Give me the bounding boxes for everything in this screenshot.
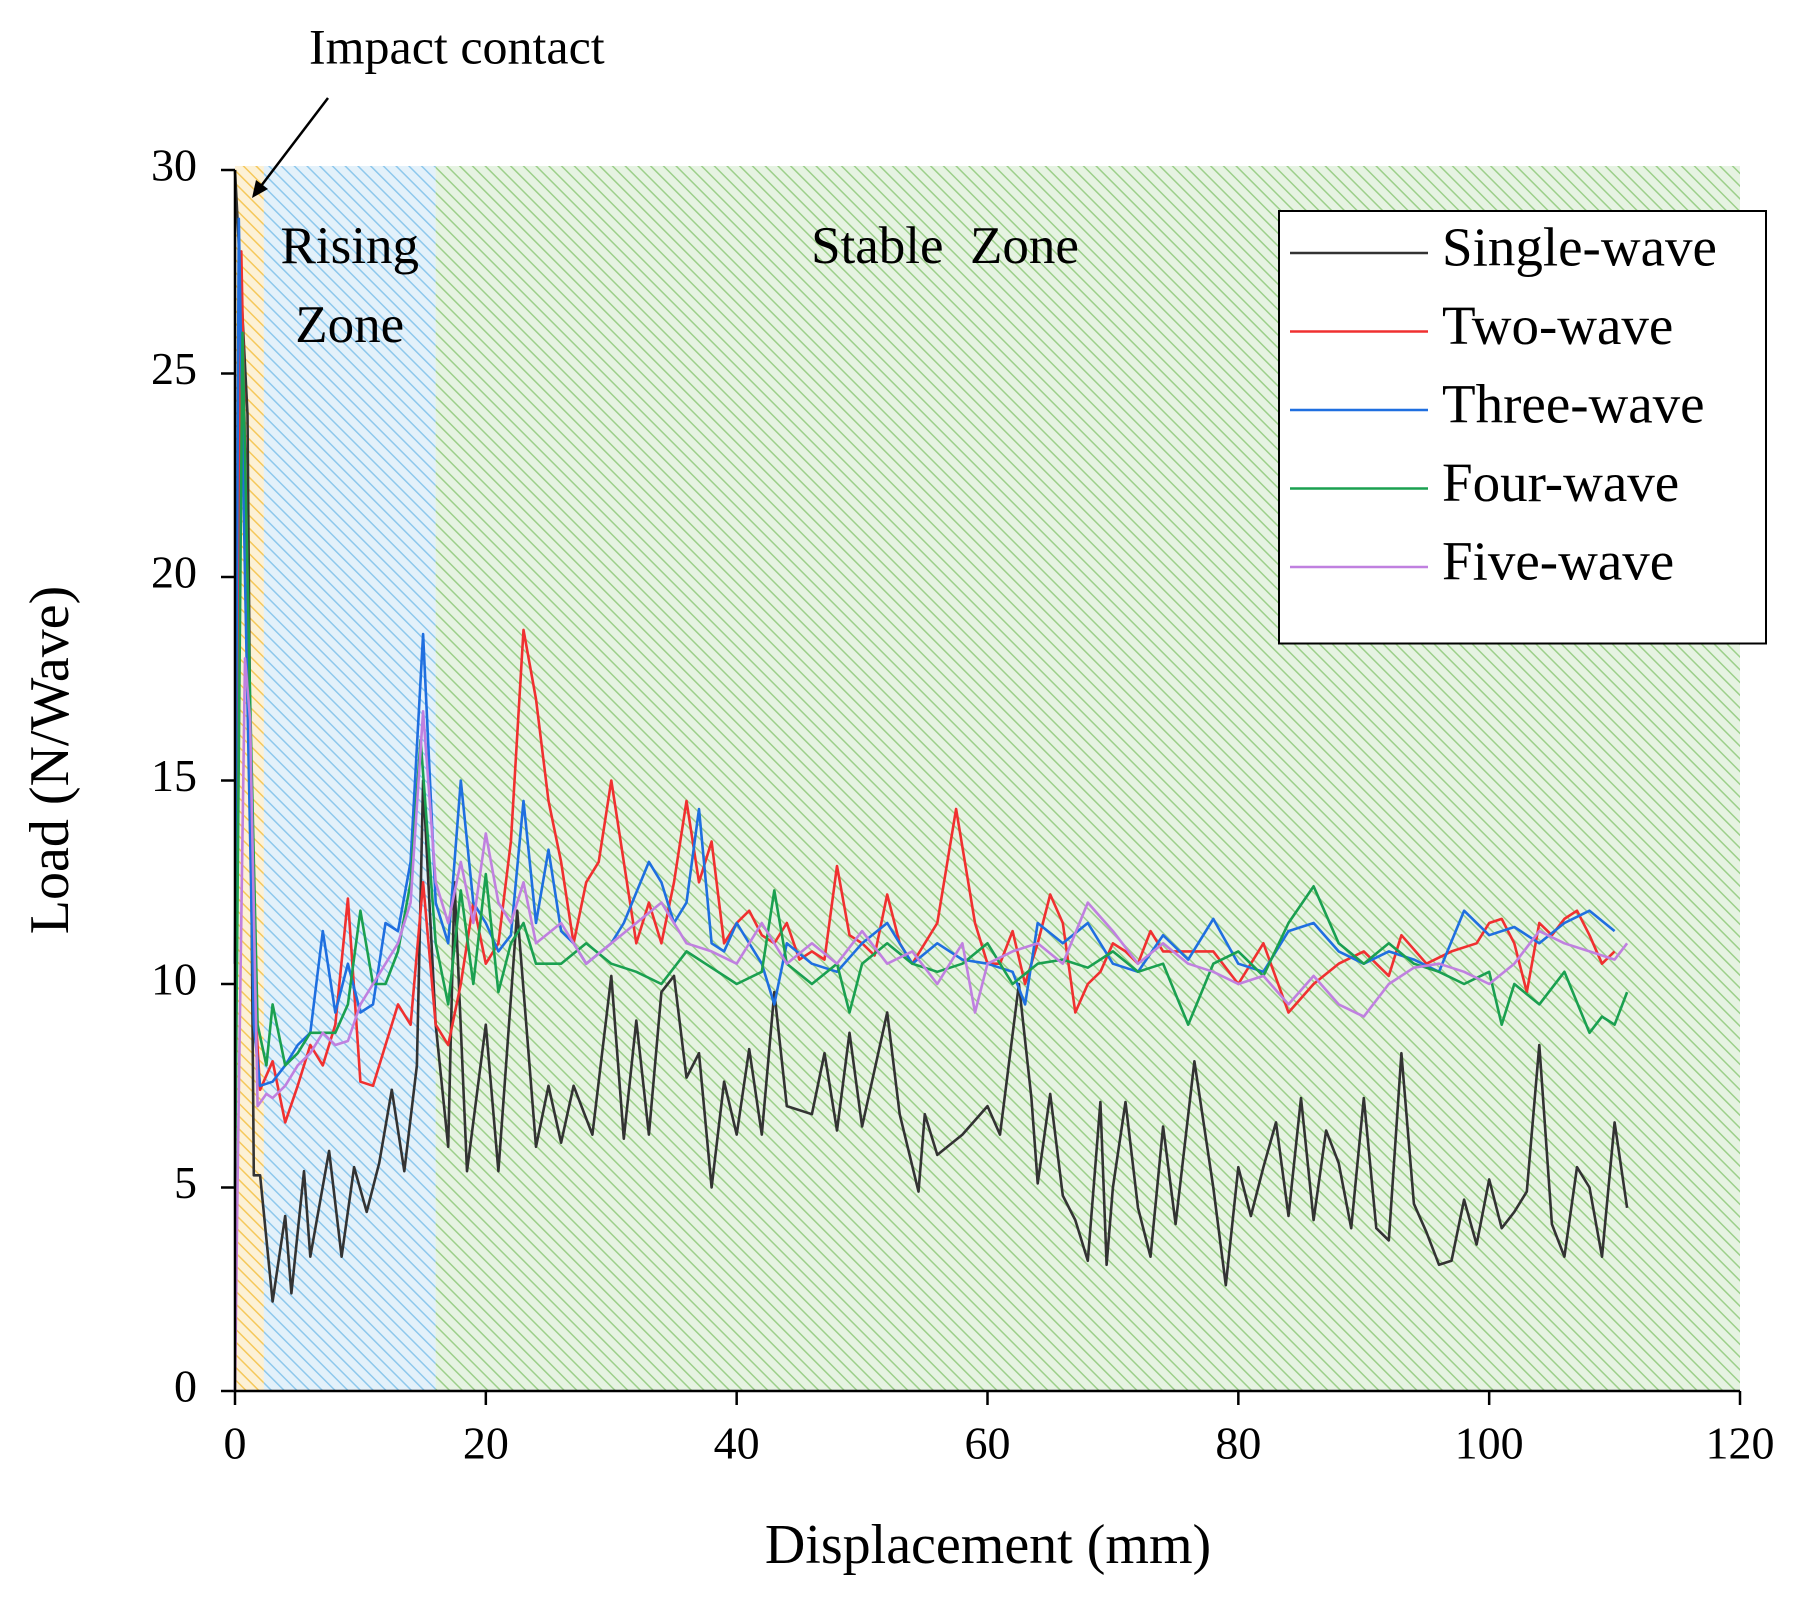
y-tick-label: 0	[174, 1361, 197, 1412]
x-tick-label: 80	[1215, 1418, 1261, 1469]
y-tick-label: 20	[151, 547, 197, 598]
zone-label: Zone	[295, 296, 404, 354]
zone-label: Rising	[281, 217, 419, 275]
y-tick-label: 15	[151, 750, 197, 801]
series-line	[233, 169, 1629, 1303]
x-tick-label: 60	[965, 1418, 1011, 1469]
series-line	[233, 657, 1629, 1392]
zone-label: Stable Zone	[811, 217, 1079, 275]
legend-label: Single-wave	[1442, 217, 1717, 278]
legend-box	[1278, 210, 1767, 645]
y-axis-label: Load (N/Wave)	[19, 586, 81, 934]
annotation-arrow	[257, 97, 329, 191]
legend-label: Two-wave	[1442, 295, 1673, 356]
y-tick-label: 5	[174, 1157, 197, 1208]
legend-label: Five-wave	[1442, 531, 1674, 592]
y-tick-label: 25	[151, 343, 197, 394]
annotation: Impact contact	[309, 18, 605, 74]
x-tick-label: 100	[1455, 1418, 1524, 1469]
y-tick-label: 10	[151, 954, 197, 1005]
zone	[263, 166, 436, 1391]
annotation-arrowhead	[252, 180, 268, 198]
x-tick-label: 40	[714, 1418, 760, 1469]
x-tick-label: 120	[1706, 1418, 1775, 1469]
legend-label: Four-wave	[1442, 452, 1679, 513]
series-line	[233, 217, 1616, 1088]
x-tick-label: 0	[224, 1418, 247, 1469]
legend-label: Three-wave	[1442, 374, 1705, 435]
x-tick-label: 20	[463, 1418, 509, 1469]
x-axis-label: Displacement (mm)	[765, 1514, 1211, 1576]
y-tick-label: 30	[151, 140, 197, 191]
